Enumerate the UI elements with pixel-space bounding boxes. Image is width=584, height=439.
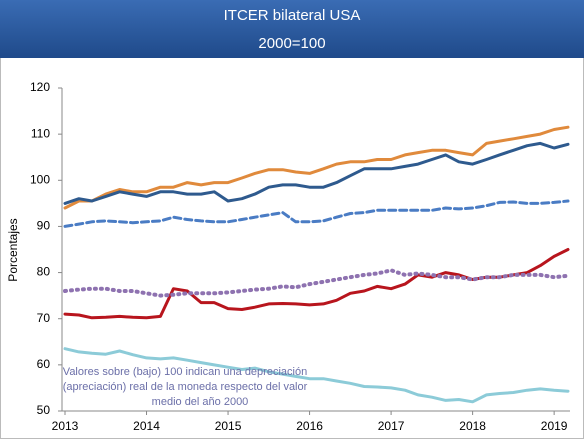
x-tick-label: 2014 xyxy=(133,419,160,433)
y-tick-label: 50 xyxy=(37,403,51,417)
annotation: medio del año 2000 xyxy=(152,396,249,408)
series-line xyxy=(63,141,570,205)
chart-subtitle: 2000=100 xyxy=(258,35,325,52)
y-tick-label: 60 xyxy=(37,357,51,371)
y-axis-label: Porcentajes xyxy=(6,218,20,281)
x-tick-label: 2016 xyxy=(296,419,323,433)
annotation: Valores sobre (bajo) 100 indican una dep… xyxy=(63,366,307,378)
x-tick-label: 2015 xyxy=(215,419,242,433)
x-tick-label: 2013 xyxy=(52,419,79,433)
annotation: (apreciación) real de la moneda respecto… xyxy=(63,381,308,393)
series-line xyxy=(63,347,570,404)
y-tick-label: 90 xyxy=(37,219,51,233)
y-tick-label: 120 xyxy=(30,80,50,94)
x-tick-label: 2017 xyxy=(378,419,405,433)
y-tick-label: 70 xyxy=(37,311,51,325)
header xyxy=(0,0,584,58)
series-line xyxy=(63,199,570,228)
y-tick-label: 100 xyxy=(30,172,50,186)
x-tick-label: 2018 xyxy=(459,419,486,433)
chart-title: ITCER bilateral USA xyxy=(224,7,361,24)
series-line xyxy=(63,125,570,210)
y-tick-label: 80 xyxy=(37,265,51,279)
series-line xyxy=(63,248,570,320)
y-tick-label: 110 xyxy=(31,126,50,140)
x-tick-label: 2019 xyxy=(541,419,568,433)
series-line xyxy=(63,268,570,298)
